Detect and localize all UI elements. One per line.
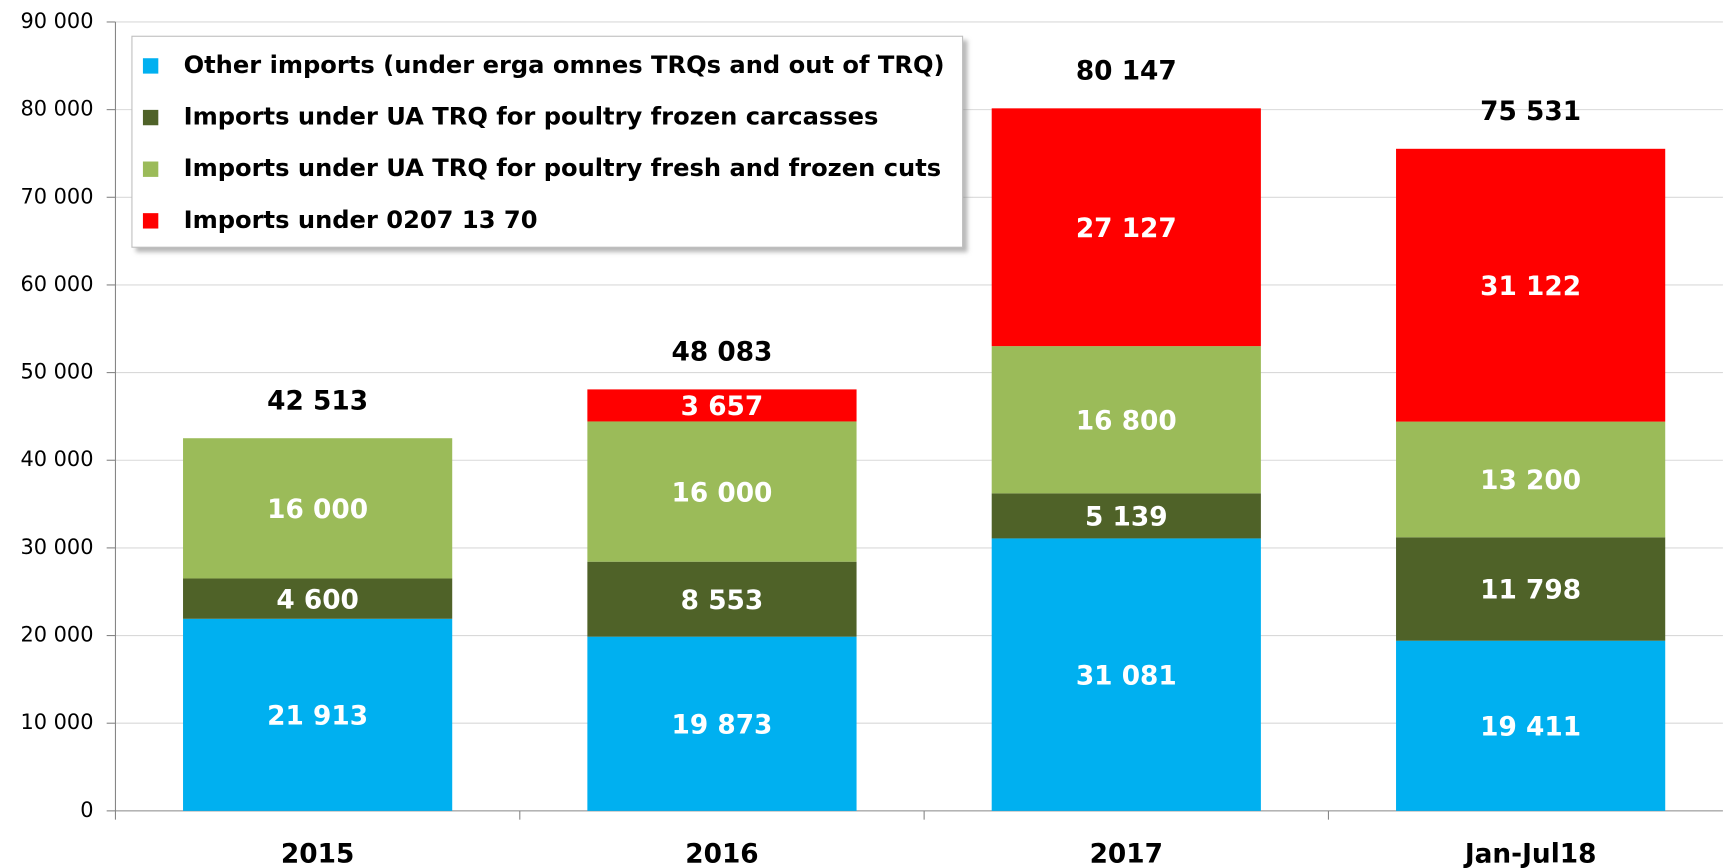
x-tick-label: 2017 — [1090, 839, 1163, 868]
legend-label: Imports under UA TRQ for poultry fresh a… — [184, 154, 942, 182]
data-label: 27 127 — [1076, 214, 1177, 244]
bar-segment — [991, 493, 1261, 539]
legend-swatch — [142, 213, 159, 229]
legend-label: Imports under UA TRQ for poultry frozen … — [184, 103, 879, 131]
data-label: 5 139 — [1085, 503, 1168, 533]
y-tick-label: 20 000 — [20, 623, 93, 647]
y-tick-label: 90 000 — [20, 9, 93, 33]
data-label: 11 798 — [1480, 576, 1581, 606]
bar-segment — [1396, 537, 1666, 641]
total-label: 48 083 — [672, 338, 773, 368]
legend-swatch — [142, 161, 159, 177]
x-tick-label: Jan-Jul18 — [1463, 839, 1597, 868]
data-label: 19 873 — [672, 710, 773, 740]
bar-segment — [587, 389, 857, 422]
y-tick-label: 70 000 — [20, 184, 93, 208]
bar-segment — [587, 421, 857, 562]
bar-segment — [1396, 421, 1666, 538]
x-tick-label: 2016 — [685, 839, 758, 868]
legend: Other imports (under erga omnes TRQs and… — [131, 35, 964, 248]
y-tick-label: 30 000 — [20, 535, 93, 559]
legend-label: Other imports (under erga omnes TRQs and… — [184, 51, 945, 79]
legend-label: Imports under 0207 13 70 — [184, 206, 538, 234]
bar-segment — [183, 618, 453, 811]
bar-segment — [991, 346, 1261, 494]
y-tick-label: 10 000 — [20, 710, 93, 734]
data-label: 21 913 — [267, 702, 368, 732]
data-label: 8 553 — [681, 586, 764, 616]
data-label: 4 600 — [276, 585, 359, 615]
total-label: 75 531 — [1480, 97, 1581, 127]
y-tick-label: 50 000 — [20, 360, 93, 384]
data-label: 31 081 — [1076, 661, 1177, 691]
bar-segment — [1396, 640, 1666, 811]
total-label: 42 513 — [267, 386, 368, 416]
data-label: 13 200 — [1480, 466, 1581, 496]
x-tick-label: 2015 — [281, 839, 354, 868]
legend-box — [131, 35, 964, 248]
data-label: 31 122 — [1480, 272, 1581, 302]
y-tick-label: 40 000 — [20, 447, 93, 471]
y-tick-label: 80 000 — [20, 97, 93, 121]
data-label: 19 411 — [1480, 712, 1581, 742]
bar-segment — [587, 561, 857, 637]
y-tick-label: 60 000 — [20, 272, 93, 296]
data-label: 3 657 — [681, 392, 764, 422]
y-tick-label: 0 — [80, 798, 93, 822]
total-label: 80 147 — [1076, 57, 1177, 87]
bar-segment — [991, 108, 1261, 347]
data-label: 16 800 — [1076, 406, 1177, 436]
legend-swatch — [142, 109, 159, 126]
bar-segment — [183, 438, 453, 579]
bar-segment — [587, 636, 857, 811]
data-label: 16 000 — [267, 495, 368, 525]
data-label: 16 000 — [672, 478, 773, 508]
bar-segment — [1396, 148, 1666, 422]
legend-swatch — [142, 58, 159, 74]
bar-segment — [991, 538, 1261, 811]
bar-segment — [183, 578, 453, 619]
